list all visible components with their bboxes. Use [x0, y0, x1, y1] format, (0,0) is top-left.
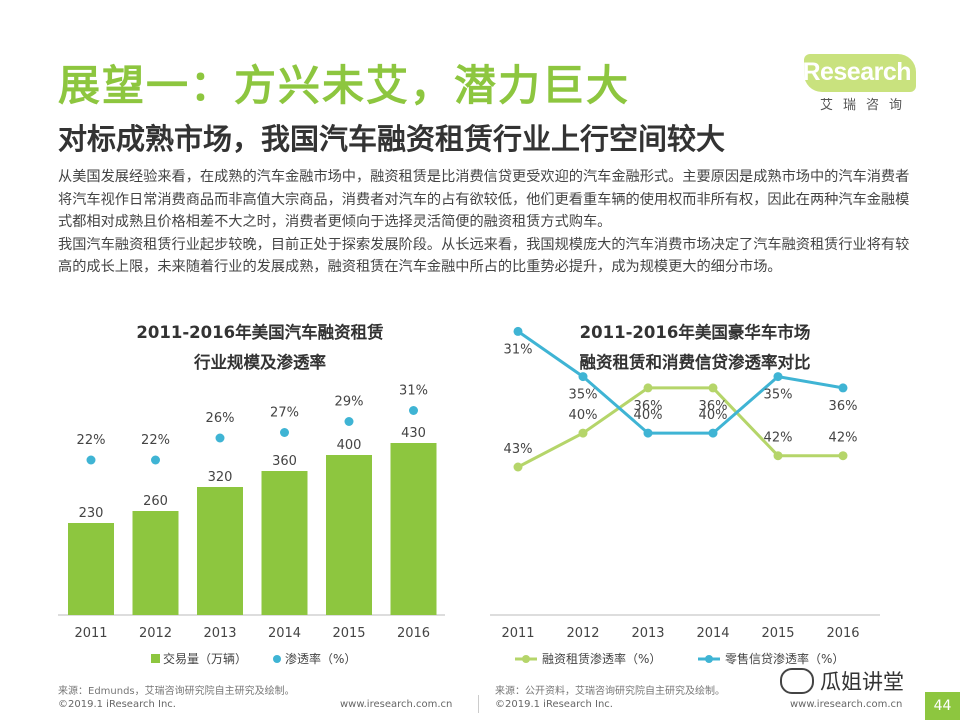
chart1-dot [409, 406, 418, 415]
chart2-legend-lease-marker [522, 655, 530, 663]
main-title: 展望一：方兴未艾，潜力巨大 [58, 61, 631, 110]
logo-cn-text: 艾瑞咨询 [820, 98, 913, 113]
chart1-legend-bar-label: 交易量（万辆） [163, 651, 247, 666]
chart1-dot [344, 417, 354, 426]
chart2-title-line2: 融资租赁和消费信贷渗透率对比 [579, 353, 811, 372]
footer-copyright-right: ©2019.1 iResearch Inc. [495, 699, 613, 710]
chart1-bar [326, 455, 372, 615]
subtitle: 对标成熟市场，我国汽车融资租赁行业上行空间较大 [58, 122, 726, 156]
chart2-lease-label: 36% [634, 399, 663, 414]
chart1-legend-dot-label: 渗透率（%） [285, 651, 356, 666]
chart1-dot-label: 29% [335, 395, 364, 410]
chart1-bar-label: 400 [337, 438, 362, 453]
chart1-bar [197, 487, 243, 615]
chart2-credit-point [513, 326, 523, 336]
footer-divider [478, 695, 479, 713]
chart1-title-line1: 2011-2016年美国汽车融资租赁 [136, 323, 384, 342]
chart2-lease-point [513, 462, 523, 472]
chart1-dot-label: 26% [206, 411, 235, 426]
wechat-watermark: 瓜姐讲堂 [780, 666, 904, 696]
chart2-x-tick: 2014 [696, 626, 729, 641]
chart2-lease-point [773, 451, 783, 461]
chart2-source: 来源：公开资料，艾瑞咨询研究院自主研究及绘制。 [495, 686, 725, 697]
logo-badge [804, 54, 916, 92]
chart2-credit-label: 36% [829, 399, 858, 414]
chart2-credit-point [578, 372, 588, 382]
chart1-bar-label: 230 [79, 506, 104, 521]
chart1-bar [390, 443, 437, 615]
chart2-lease-label: 42% [764, 431, 793, 446]
chart2-title-line1: 2011-2016年美国豪华车市场 [579, 323, 811, 342]
chart2-credit-line [517, 330, 844, 435]
chart2-lease-point [578, 428, 588, 438]
chart1-bar-label: 430 [401, 426, 426, 441]
chart2-lease-label: 36% [699, 399, 728, 414]
chart1-dot [151, 455, 160, 465]
footer-url-right[interactable]: www.iresearch.com.cn [790, 699, 903, 710]
chart2-credit-label: 40% [699, 408, 728, 423]
chart1-bar-label: 320 [208, 470, 233, 485]
body-paragraph-2: 我国汽车融资租赁行业起步较晚，目前正处于探索发展阶段。从长远来看，我国规模庞大的… [58, 236, 910, 276]
chart2-credit-point [773, 372, 783, 382]
body-paragraph-1: 从美国发展经验来看，在成熟的汽车金融市场中，融资租赁是比消费信贷更受欢迎的汽车金… [58, 169, 910, 230]
chart2-legend-credit-label: 零售信贷渗透率（%） [725, 651, 844, 666]
chart1-title-line2: 行业规模及渗透率 [194, 353, 326, 372]
chart1-bar-label: 360 [272, 454, 297, 469]
watermark-text: 瓜姐讲堂 [820, 670, 904, 694]
chart2-lease-line [517, 386, 843, 469]
chart1-bar-label: 260 [143, 494, 168, 509]
chart1-x-tick: 2012 [139, 626, 172, 641]
wechat-icon [780, 668, 814, 694]
chart2-credit-label: 40% [634, 408, 663, 423]
chart1-x-tick: 2014 [268, 626, 301, 641]
chart2-x-tick: 2012 [566, 626, 599, 641]
chart2-credit-label: 35% [569, 388, 598, 403]
chart1-title: 2011-2016年美国汽车融资租赁 行业规模及渗透率 [60, 318, 460, 378]
body-paragraph: 从美国发展经验来看，在成熟的汽车金融市场中，融资租赁是比消费信贷更受欢迎的汽车金… [58, 166, 918, 279]
chart1-dot-label: 27% [270, 406, 299, 421]
chart2-lease-label: 43% [504, 442, 533, 457]
footer-url-left[interactable]: www.iresearch.com.cn [340, 699, 453, 710]
chart2-lease-point [643, 383, 653, 393]
chart1-dot-label: 31% [399, 384, 428, 399]
chart2-lease-point [838, 451, 848, 461]
chart1-dot-label: 22% [77, 433, 106, 448]
footer-copyright-left: ©2019.1 iResearch Inc. [58, 699, 176, 710]
chart1-x-tick: 2013 [203, 626, 236, 641]
chart1-dot-label: 22% [141, 433, 170, 448]
chart1-x-tick: 2011 [74, 626, 107, 641]
chart1-dot [280, 428, 289, 437]
chart2-lease-label: 42% [829, 431, 858, 446]
page-number: 44 [925, 692, 960, 720]
chart2-lease-point [708, 383, 718, 393]
chart1-legend-bar-swatch [151, 654, 160, 663]
chart2-x-tick: 2013 [631, 626, 664, 641]
chart1-bar [261, 471, 308, 615]
logo-text: iResearch [796, 58, 912, 86]
iresearch-logo: iResearch 艾瑞咨询 [790, 54, 920, 116]
chart1-x-tick: 2015 [332, 626, 365, 641]
chart2-x-tick: 2011 [501, 626, 534, 641]
chart1-dot [215, 433, 225, 443]
chart2-credit-point [643, 428, 653, 438]
chart1-source: 来源：Edmunds，艾瑞咨询研究院自主研究及绘制。 [58, 686, 295, 697]
chart2-legend-lease-label: 融资租赁渗透率（%） [542, 651, 661, 666]
chart2-credit-point [838, 383, 848, 393]
chart2-title: 2011-2016年美国豪华车市场 融资租赁和消费信贷渗透率对比 [495, 318, 895, 378]
chart2-credit-label: 35% [764, 388, 793, 403]
chart2-credit-label: 31% [504, 342, 533, 357]
chart2-credit-point [708, 428, 718, 438]
chart1-dot [86, 455, 96, 465]
chart1-bar [68, 523, 114, 615]
chart1-legend-dot-swatch [273, 655, 281, 663]
chart2-legend-credit-marker [705, 655, 713, 663]
chart2-x-tick: 2016 [826, 626, 859, 641]
chart1-x-tick: 2016 [397, 626, 430, 641]
chart1-bar [132, 511, 179, 615]
chart2-x-tick: 2015 [761, 626, 794, 641]
chart2-lease-label: 40% [569, 408, 598, 423]
